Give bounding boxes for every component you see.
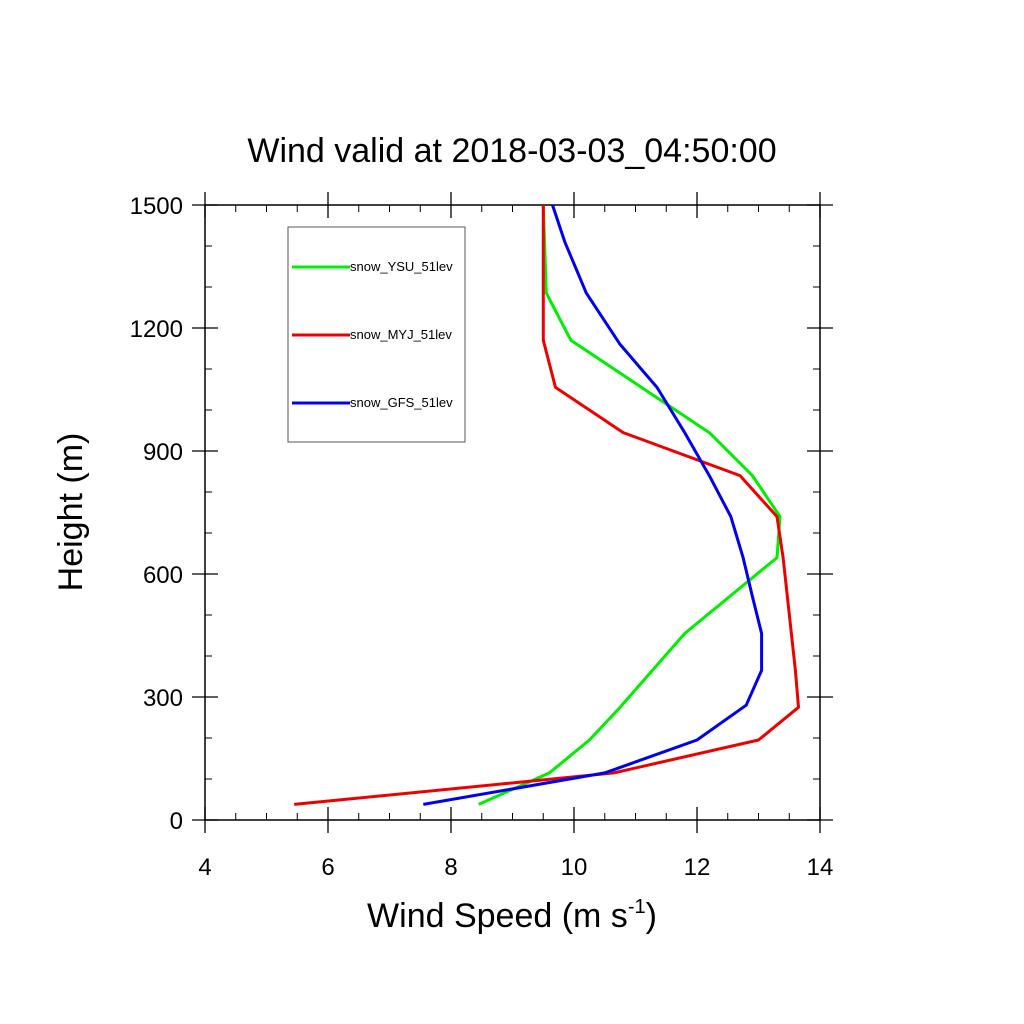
plot-area: 4 6 8 10 12 14 0 300 600 900 1200 1500 xyxy=(130,192,834,881)
y-tick-label: 900 xyxy=(143,439,183,466)
y-tick-label: 300 xyxy=(143,685,183,712)
legend-label: snow_MYJ_51lev xyxy=(350,327,452,342)
y-tick-label: 1200 xyxy=(130,316,183,343)
legend-label: snow_YSU_51lev xyxy=(350,259,453,274)
y-tick-label: 600 xyxy=(143,562,183,589)
x-tick-label: 10 xyxy=(561,854,588,881)
x-tick-label: 8 xyxy=(444,854,457,881)
x-axis-label-end: ) xyxy=(646,897,657,935)
legend: snow_YSU_51lev snow_MYJ_51lev snow_GFS_51l… xyxy=(287,226,466,443)
x-tick-label: 4 xyxy=(198,854,211,881)
series-lines xyxy=(294,204,800,806)
y-tick-label: 1500 xyxy=(130,193,183,220)
y-tick-label: 0 xyxy=(170,808,183,835)
legend-label: snow_GFS_51lev xyxy=(350,395,453,410)
x-tick-label: 14 xyxy=(807,854,834,881)
x-axis-label: Wind Speed (m s-1) xyxy=(367,896,657,935)
axis-ticks xyxy=(192,192,833,833)
x-tick-label: 6 xyxy=(321,854,334,881)
tick-labels: 4 6 8 10 12 14 0 300 600 900 1200 1500 xyxy=(130,193,834,881)
x-axis-label-superscript: -1 xyxy=(628,896,646,918)
y-axis-label: Height (m) xyxy=(52,433,90,592)
series-line-snow-gfs-51lev xyxy=(423,204,764,806)
series-line-snow-myj-51lev xyxy=(294,205,800,806)
series-line-snow-ysu-51lev xyxy=(478,204,782,806)
x-axis-label-main: Wind Speed (m s xyxy=(367,897,628,935)
x-tick-label: 12 xyxy=(684,854,711,881)
chart-title: Wind valid at 2018-03-03_04:50:00 xyxy=(247,132,776,170)
